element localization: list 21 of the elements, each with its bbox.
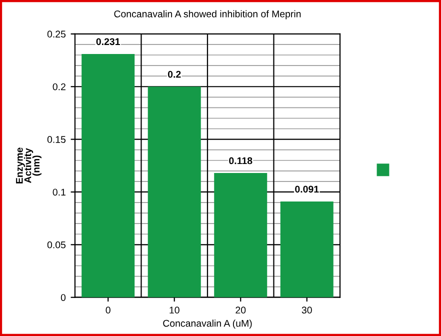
bar xyxy=(148,86,201,298)
data-label: 0.2 xyxy=(168,70,181,78)
y-tick-label: 0.05 xyxy=(47,241,66,248)
x-axis-title: Concanavalin A (uM) xyxy=(163,320,252,329)
y-tick-label: 0.15 xyxy=(47,136,66,143)
y-tick-label: 0.25 xyxy=(47,30,66,38)
bar xyxy=(214,173,268,298)
y-tick-label: 0 xyxy=(60,294,66,301)
x-tick-label: 20 xyxy=(236,306,246,314)
chart-title: Concanavalin A showed inhibition of Meprin xyxy=(114,10,301,20)
y-axis-title: Enzyme Activity (nm) xyxy=(16,148,42,184)
y-tick-label: 0.2 xyxy=(52,83,66,90)
y-tick-label: 0.1 xyxy=(52,188,66,196)
x-tick-label: 10 xyxy=(170,306,180,314)
x-tick-label: 30 xyxy=(302,306,312,314)
bar xyxy=(82,54,135,298)
data-label: 0.091 xyxy=(295,186,319,193)
bar xyxy=(280,201,334,298)
data-label: 0.231 xyxy=(96,38,120,46)
x-tick-label: 0 xyxy=(106,306,110,314)
data-label: 0.118 xyxy=(229,157,252,164)
